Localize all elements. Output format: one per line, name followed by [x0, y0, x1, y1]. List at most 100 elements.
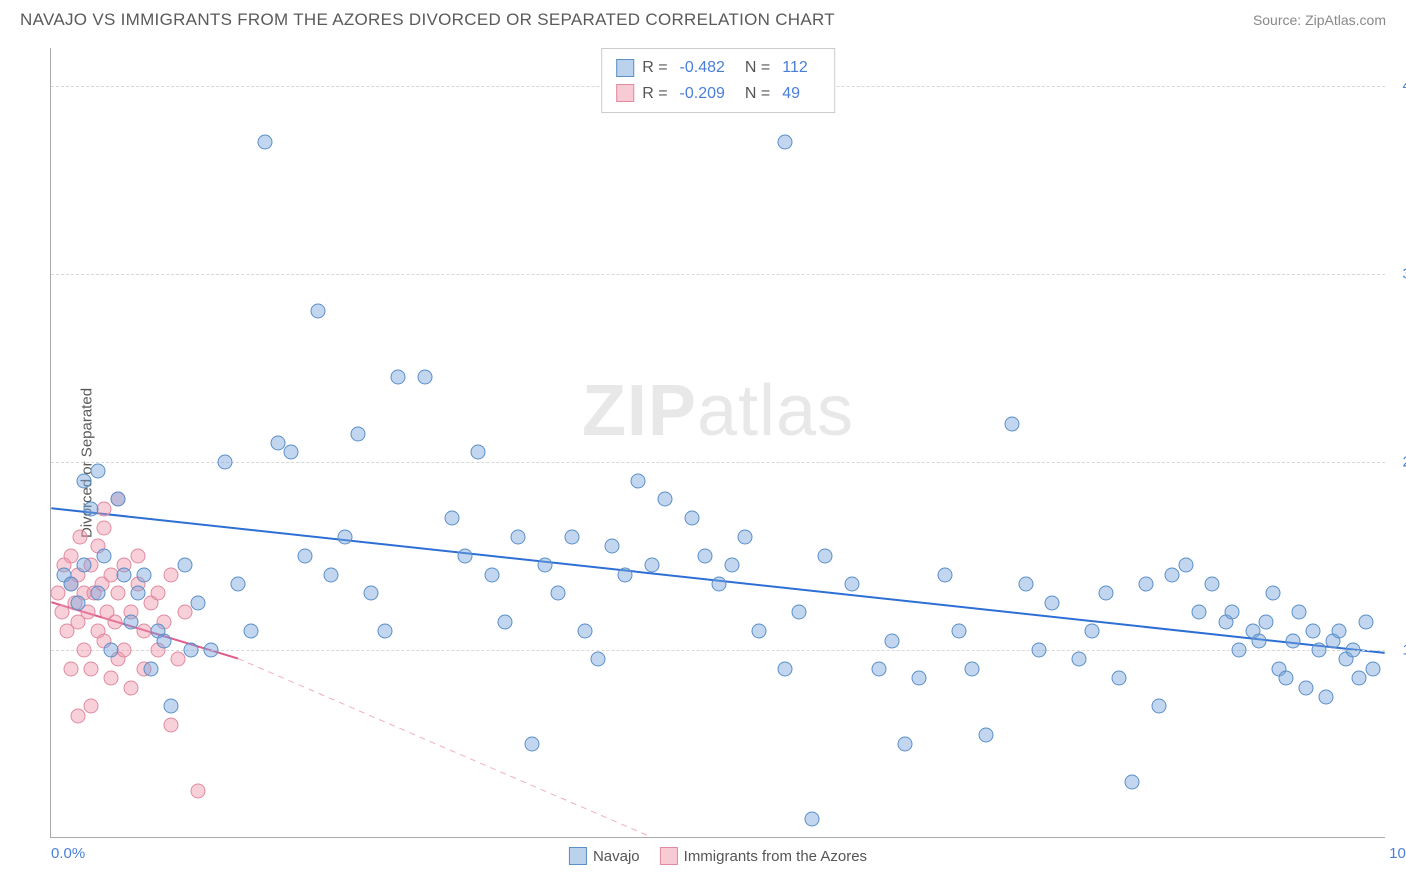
- scatter-point: [150, 586, 165, 601]
- trend-lines: [51, 48, 1385, 837]
- scatter-point: [64, 577, 79, 592]
- watermark: ZIPatlas: [582, 370, 854, 452]
- scatter-point: [117, 642, 132, 657]
- scatter-point: [778, 661, 793, 676]
- scatter-point: [177, 605, 192, 620]
- scatter-point: [444, 511, 459, 526]
- scatter-point: [484, 567, 499, 582]
- swatch-azores-icon: [616, 84, 634, 102]
- scatter-point: [77, 558, 92, 573]
- scatter-point: [108, 614, 123, 629]
- scatter-point: [297, 548, 312, 563]
- scatter-point: [1112, 671, 1127, 686]
- swatch-azores-icon: [660, 847, 678, 865]
- source-prefix: Source:: [1253, 12, 1305, 28]
- scatter-point: [217, 454, 232, 469]
- swatch-navajo-icon: [569, 847, 587, 865]
- scatter-point: [644, 558, 659, 573]
- scatter-point: [190, 595, 205, 610]
- scatter-point: [1252, 633, 1267, 648]
- scatter-point: [1125, 774, 1140, 789]
- scatter-point: [73, 530, 88, 545]
- scatter-point: [70, 595, 85, 610]
- y-tick-label: 30.0%: [1390, 265, 1406, 282]
- scatter-point: [50, 586, 65, 601]
- scatter-point: [1365, 661, 1380, 676]
- scatter-point: [1358, 614, 1373, 629]
- correlation-legend: R = -0.482 N = 112 R = -0.209 N = 49: [601, 48, 835, 113]
- r-value-navajo: -0.482: [680, 55, 725, 81]
- scatter-point: [738, 530, 753, 545]
- scatter-point: [1031, 642, 1046, 657]
- scatter-point: [471, 445, 486, 460]
- source-link[interactable]: ZipAtlas.com: [1305, 12, 1386, 28]
- scatter-point: [257, 135, 272, 150]
- scatter-point: [110, 586, 125, 601]
- gridline: [51, 462, 1385, 463]
- scatter-point: [64, 548, 79, 563]
- scatter-point: [1005, 417, 1020, 432]
- legend-row-azores: R = -0.209 N = 49: [616, 81, 820, 107]
- scatter-point: [1345, 642, 1360, 657]
- legend-row-navajo: R = -0.482 N = 112: [616, 55, 820, 81]
- scatter-point: [84, 501, 99, 516]
- scatter-point: [551, 586, 566, 601]
- scatter-point: [110, 492, 125, 507]
- scatter-point: [818, 548, 833, 563]
- scatter-point: [698, 548, 713, 563]
- scatter-point: [64, 661, 79, 676]
- legend-label-navajo: Navajo: [593, 848, 640, 865]
- scatter-point: [54, 605, 69, 620]
- scatter-point: [791, 605, 806, 620]
- gridline: [51, 650, 1385, 651]
- scatter-point: [84, 699, 99, 714]
- scatter-point: [284, 445, 299, 460]
- scatter-point: [1152, 699, 1167, 714]
- scatter-point: [84, 661, 99, 676]
- scatter-point: [124, 680, 139, 695]
- x-tick-right: 100.0%: [1389, 845, 1406, 862]
- scatter-point: [137, 567, 152, 582]
- chart-title: NAVAJO VS IMMIGRANTS FROM THE AZORES DIV…: [20, 10, 835, 30]
- r-value-azores: -0.209: [680, 81, 725, 107]
- legend-item-azores: Immigrants from the Azores: [660, 847, 867, 865]
- scatter-point: [1332, 624, 1347, 639]
- scatter-point: [711, 577, 726, 592]
- y-tick-label: 10.0%: [1390, 641, 1406, 658]
- scatter-point: [1018, 577, 1033, 592]
- r-label: R =: [642, 81, 667, 107]
- gridline: [51, 274, 1385, 275]
- scatter-point: [1292, 605, 1307, 620]
- scatter-point: [324, 567, 339, 582]
- scatter-point: [97, 501, 112, 516]
- scatter-point: [417, 370, 432, 385]
- scatter-point: [337, 530, 352, 545]
- scatter-point: [751, 624, 766, 639]
- chart-container: Divorced or Separated R = -0.482 N = 112…: [0, 38, 1406, 888]
- scatter-point: [97, 548, 112, 563]
- scatter-point: [164, 699, 179, 714]
- scatter-point: [270, 436, 285, 451]
- scatter-point: [190, 783, 205, 798]
- scatter-point: [1178, 558, 1193, 573]
- scatter-point: [157, 633, 172, 648]
- scatter-point: [90, 586, 105, 601]
- n-value-azores: 49: [782, 81, 800, 107]
- scatter-point: [164, 718, 179, 733]
- scatter-point: [591, 652, 606, 667]
- scatter-point: [1318, 689, 1333, 704]
- scatter-point: [1071, 652, 1086, 667]
- scatter-point: [911, 671, 926, 686]
- scatter-point: [1205, 577, 1220, 592]
- scatter-point: [885, 633, 900, 648]
- r-label: R =: [642, 55, 667, 81]
- y-tick-label: 40.0%: [1390, 77, 1406, 94]
- scatter-point: [1098, 586, 1113, 601]
- scatter-point: [77, 642, 92, 657]
- scatter-point: [1298, 680, 1313, 695]
- scatter-point: [457, 548, 472, 563]
- plot-area: R = -0.482 N = 112 R = -0.209 N = 49 ZIP…: [50, 48, 1385, 838]
- scatter-point: [578, 624, 593, 639]
- scatter-point: [1085, 624, 1100, 639]
- scatter-point: [90, 464, 105, 479]
